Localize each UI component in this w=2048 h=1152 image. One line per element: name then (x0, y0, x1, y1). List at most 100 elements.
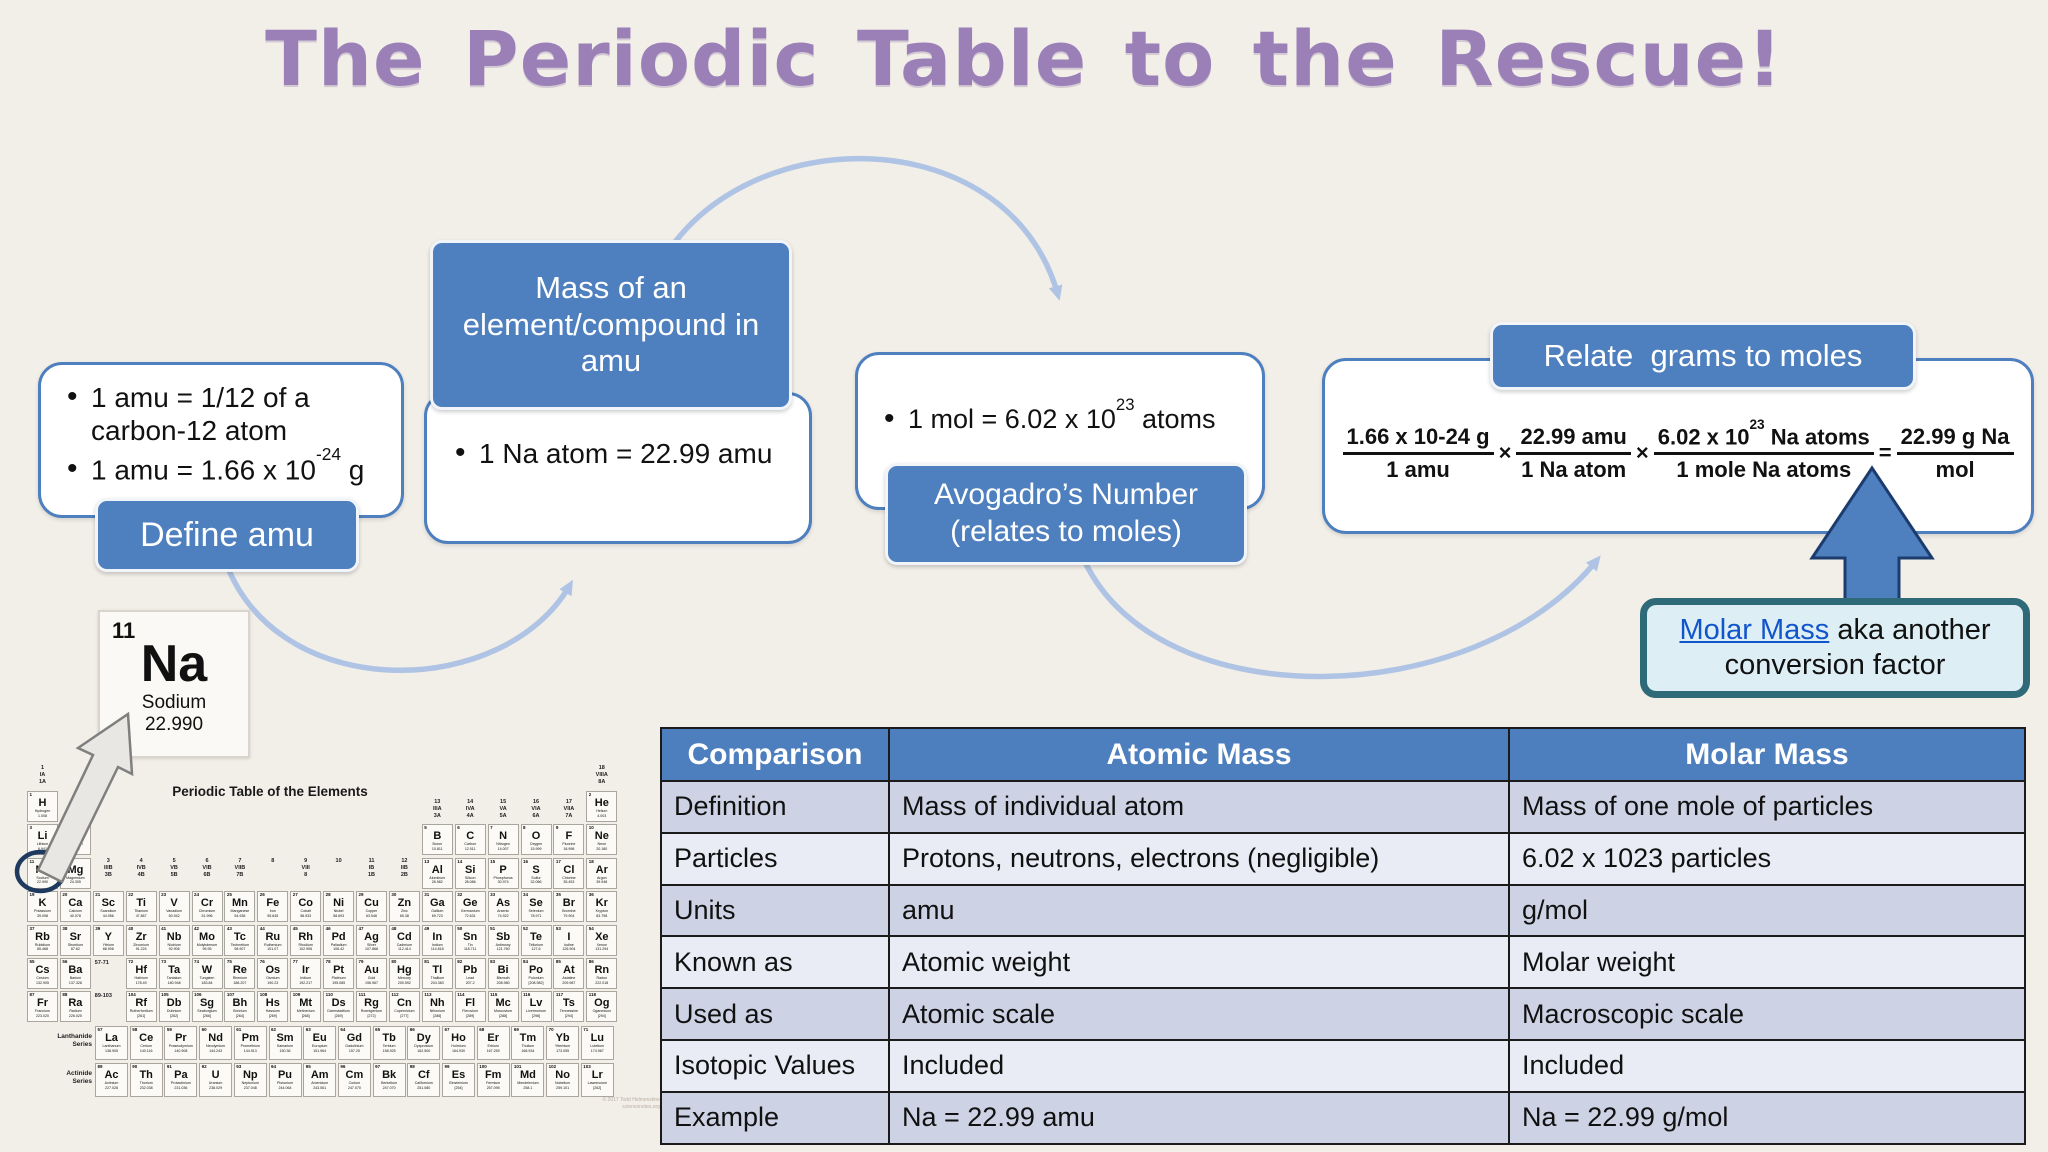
element-cell-Mg: 12 Mg Magnesium 24.305 (59, 857, 91, 889)
arc-bottom-left (225, 566, 573, 673)
element-cell-Cl: 17 Cl Chlorine 35.453 (553, 857, 585, 889)
group-label-17: 17 VIIA 7A (563, 799, 575, 819)
comparison-cell: amu (888, 883, 1510, 938)
element-cell-Pu: 94 Pu Plutonium 244.064 (268, 1063, 302, 1097)
group-label-16: 16 VIA 6A (531, 799, 541, 819)
element-cell-Si: 14 Si Silicon 28.086 (454, 857, 486, 889)
element-cell-Fe: 26 Fe Iron 55.845 (257, 891, 289, 923)
element-cell-Ca: 20 Ca Calcium 40.078 (59, 891, 91, 923)
element-cell-Rh: 45 Rh Rhodium 102.906 (290, 924, 322, 956)
element-cell-Nd: 60 Nd Neodymium 144.243 (199, 1026, 233, 1060)
element-cell-Cf: 98 Cf Californium 251.080 (407, 1063, 441, 1097)
element-cell-Nh: 113 Nh Nihonium [286] (421, 991, 453, 1023)
element-cell-Fr: 87 Fr Francium 223.020 (27, 991, 58, 1023)
comparison-cell: Units (660, 883, 890, 938)
sodium-symbol: Na (140, 635, 208, 693)
comparison-cell: Protons, neutrons, electrons (negligible… (888, 831, 1510, 886)
element-cell-Sm: 62 Sm Samarium 150.36 (268, 1026, 302, 1060)
comparison-header-cell: Atomic Mass (888, 727, 1510, 782)
element-cell-Ir: 77 Ir Iridium 192.217 (290, 958, 322, 989)
element-cell-Mt: 109 Mt Meitnerium [268] (290, 991, 322, 1023)
element-cell-Al: 13 Al Aluminum 26.982 (421, 857, 453, 889)
element-cell-Na: 11 Na Sodium 22.990 (27, 857, 58, 889)
group-label-6: 6 VIB 6B (202, 858, 212, 878)
element-cell-Sn: 50 Sn Tin 118.711 (454, 924, 486, 956)
element-cell-Ba: 56 Ba Barium 137.328 (59, 958, 91, 989)
comparison-row: Particles Protons, neutrons, electrons (n… (660, 831, 2026, 886)
element-cell-Sg: 106 Sg Seaborgium [266] (191, 991, 223, 1023)
molar-mass-callout: Molar Mass aka another conversion factor (1640, 598, 2030, 698)
bullet-amu-grams: 1 amu = 1.66 x 10-24 g (63, 444, 387, 486)
comparison-cell: Particles (660, 831, 890, 886)
element-cell-Cs: 55 Cs Cesium 132.905 (27, 958, 58, 989)
bullet-na-atom-mass: 1 Na atom = 22.99 amu (451, 435, 795, 470)
element-cell-Ne: 10 Ne Neon 20.180 (586, 824, 618, 856)
element-cell-Bh: 107 Bh Bohrium [264] (224, 991, 256, 1023)
comparison-header-cell: Comparison (660, 727, 890, 782)
actinide-series-label: Actinide Series (66, 1070, 92, 1086)
define-amu-content-box: 1 amu = 1/12 of a carbon-12 atom 1 amu =… (38, 362, 404, 518)
element-cell-In: 49 In Indium 114.818 (421, 924, 453, 956)
element-cell-He: 2 He Helium 4.003 (586, 791, 618, 822)
equation-fraction: 22.99 amu 1 Na atom (1516, 423, 1631, 483)
equation-operator: = (1878, 440, 1892, 465)
element-cell-Pb: 82 Pb Lead 207.2 (454, 958, 486, 989)
group-label-1: 1 IA 1A (38, 765, 47, 785)
element-cell-Ge: 32 Ge Germanium 72.631 (454, 891, 486, 923)
periodic-table-credit: © 2017 Todd Helmenstine sciencenotes.org (602, 1097, 660, 1110)
element-cell-Th: 90 Th Thorium 232.038 (129, 1063, 163, 1097)
element-cell-Tc: 43 Tc Technetium 98.907 (224, 924, 256, 956)
comparison-cell: Atomic scale (888, 987, 1510, 1041)
comparison-cell: Example (660, 1090, 890, 1145)
element-cell-Xe: 54 Xe Xenon 131.294 (586, 924, 618, 956)
element-cell-Pm: 61 Pm Promethium 144.913 (233, 1026, 267, 1060)
element-cell-Br: 35 Br Bromine 79.904 (553, 891, 585, 923)
element-cell-Tl: 81 Tl Thallium 204.383 (421, 958, 453, 989)
equation-operator: × (1635, 440, 1649, 465)
element-cell-Ga: 31 Ga Gallium 69.723 (421, 891, 453, 923)
element-cell-Sb: 51 Sb Antimony 121.760 (487, 924, 519, 956)
element-cell-S: 16 S Sulfur 32.066 (520, 857, 552, 889)
element-cell-Be: 4 Be Beryllium 9.012 (59, 824, 91, 856)
element-cell-P: 15 P Phosphorus 30.974 (487, 857, 519, 889)
bullet-amu-definition: 1 amu = 1/12 of a carbon-12 atom (63, 379, 387, 447)
element-cell-Se: 34 Se Selenium 78.971 (520, 891, 552, 923)
element-cell-V: 23 V Vanadium 50.942 (158, 891, 190, 923)
element-cell-Ta: 73 Ta Tantalum 180.948 (158, 958, 190, 989)
comparison-row: Used as Atomic scale Macroscopic scale (660, 987, 2026, 1041)
slide-title: The Periodic Table to the Rescue! (265, 14, 1783, 103)
comparison-table-body: Definition Mass of individual atom Mass of… (660, 780, 2026, 1145)
element-cell-Re: 75 Re Rhenium 186.207 (224, 958, 256, 989)
grams-to-moles-label: Relate grams to moles (1490, 322, 1916, 390)
comparison-cell: Na = 22.99 g/mol (1508, 1090, 2026, 1145)
sodium-atomic-number: 11 (112, 618, 136, 643)
element-cell-Ti: 22 Ti Titanium 47.867 (125, 891, 157, 923)
element-cell-Pd: 46 Pd Palladium 106.42 (323, 924, 355, 956)
element-cell-Cd: 48 Cd Cadmium 112.414 (388, 924, 420, 956)
lanthanide-series-label: Lanthanide Series (57, 1033, 92, 1049)
element-cell-Tm: 69 Tm Thulium 168.934 (511, 1026, 545, 1060)
element-cell-B: 5 B Boron 10.811 (421, 824, 453, 856)
element-cell-Cr: 24 Cr Chromium 51.996 (191, 891, 223, 923)
equation-fraction: 22.99 g Na mol (1896, 423, 2014, 483)
element-cell-Rf: 104 Rf Rutherfordium [261] (125, 991, 157, 1023)
element-cell-Ru: 44 Ru Ruthenium 101.07 (257, 924, 289, 956)
avogadro-label: Avogadro’s Number (relates to moles) (885, 463, 1247, 565)
element-cell-Gd: 64 Gd Gadolinium 157.25 (337, 1026, 371, 1060)
element-cell-Ac: 89 Ac Actinium 227.028 (95, 1063, 128, 1097)
molar-mass-link[interactable]: Molar Mass (1679, 614, 1830, 647)
comparison-cell: Mass of individual atom (888, 780, 1510, 834)
mass-in-amu-content-box: 1 Na atom = 22.99 amu (424, 392, 812, 544)
element-cell-I: 53 I Iodine 126.904 (553, 924, 585, 956)
group-label-5: 5 VB 5B (170, 858, 178, 878)
element-cell-Ag: 47 Ag Silver 107.868 (356, 924, 387, 956)
element-cell-Ts: 117 Ts Tennessine [294] (553, 991, 585, 1023)
element-cell-Ho: 67 Ho Holmium 164.930 (442, 1026, 475, 1060)
comparison-cell: 6.02 x 1023 particles (1508, 831, 2026, 886)
element-cell-Po: 84 Po Polonium [208.982] (520, 958, 552, 989)
comparison-row: Example Na = 22.99 amu Na = 22.99 g/mol (660, 1090, 2026, 1145)
group-label-10: 10 (335, 858, 342, 864)
element-cell-Rg: 111 Rg Roentgenium [272] (356, 991, 387, 1023)
comparison-cell: Atomic weight (888, 935, 1510, 990)
